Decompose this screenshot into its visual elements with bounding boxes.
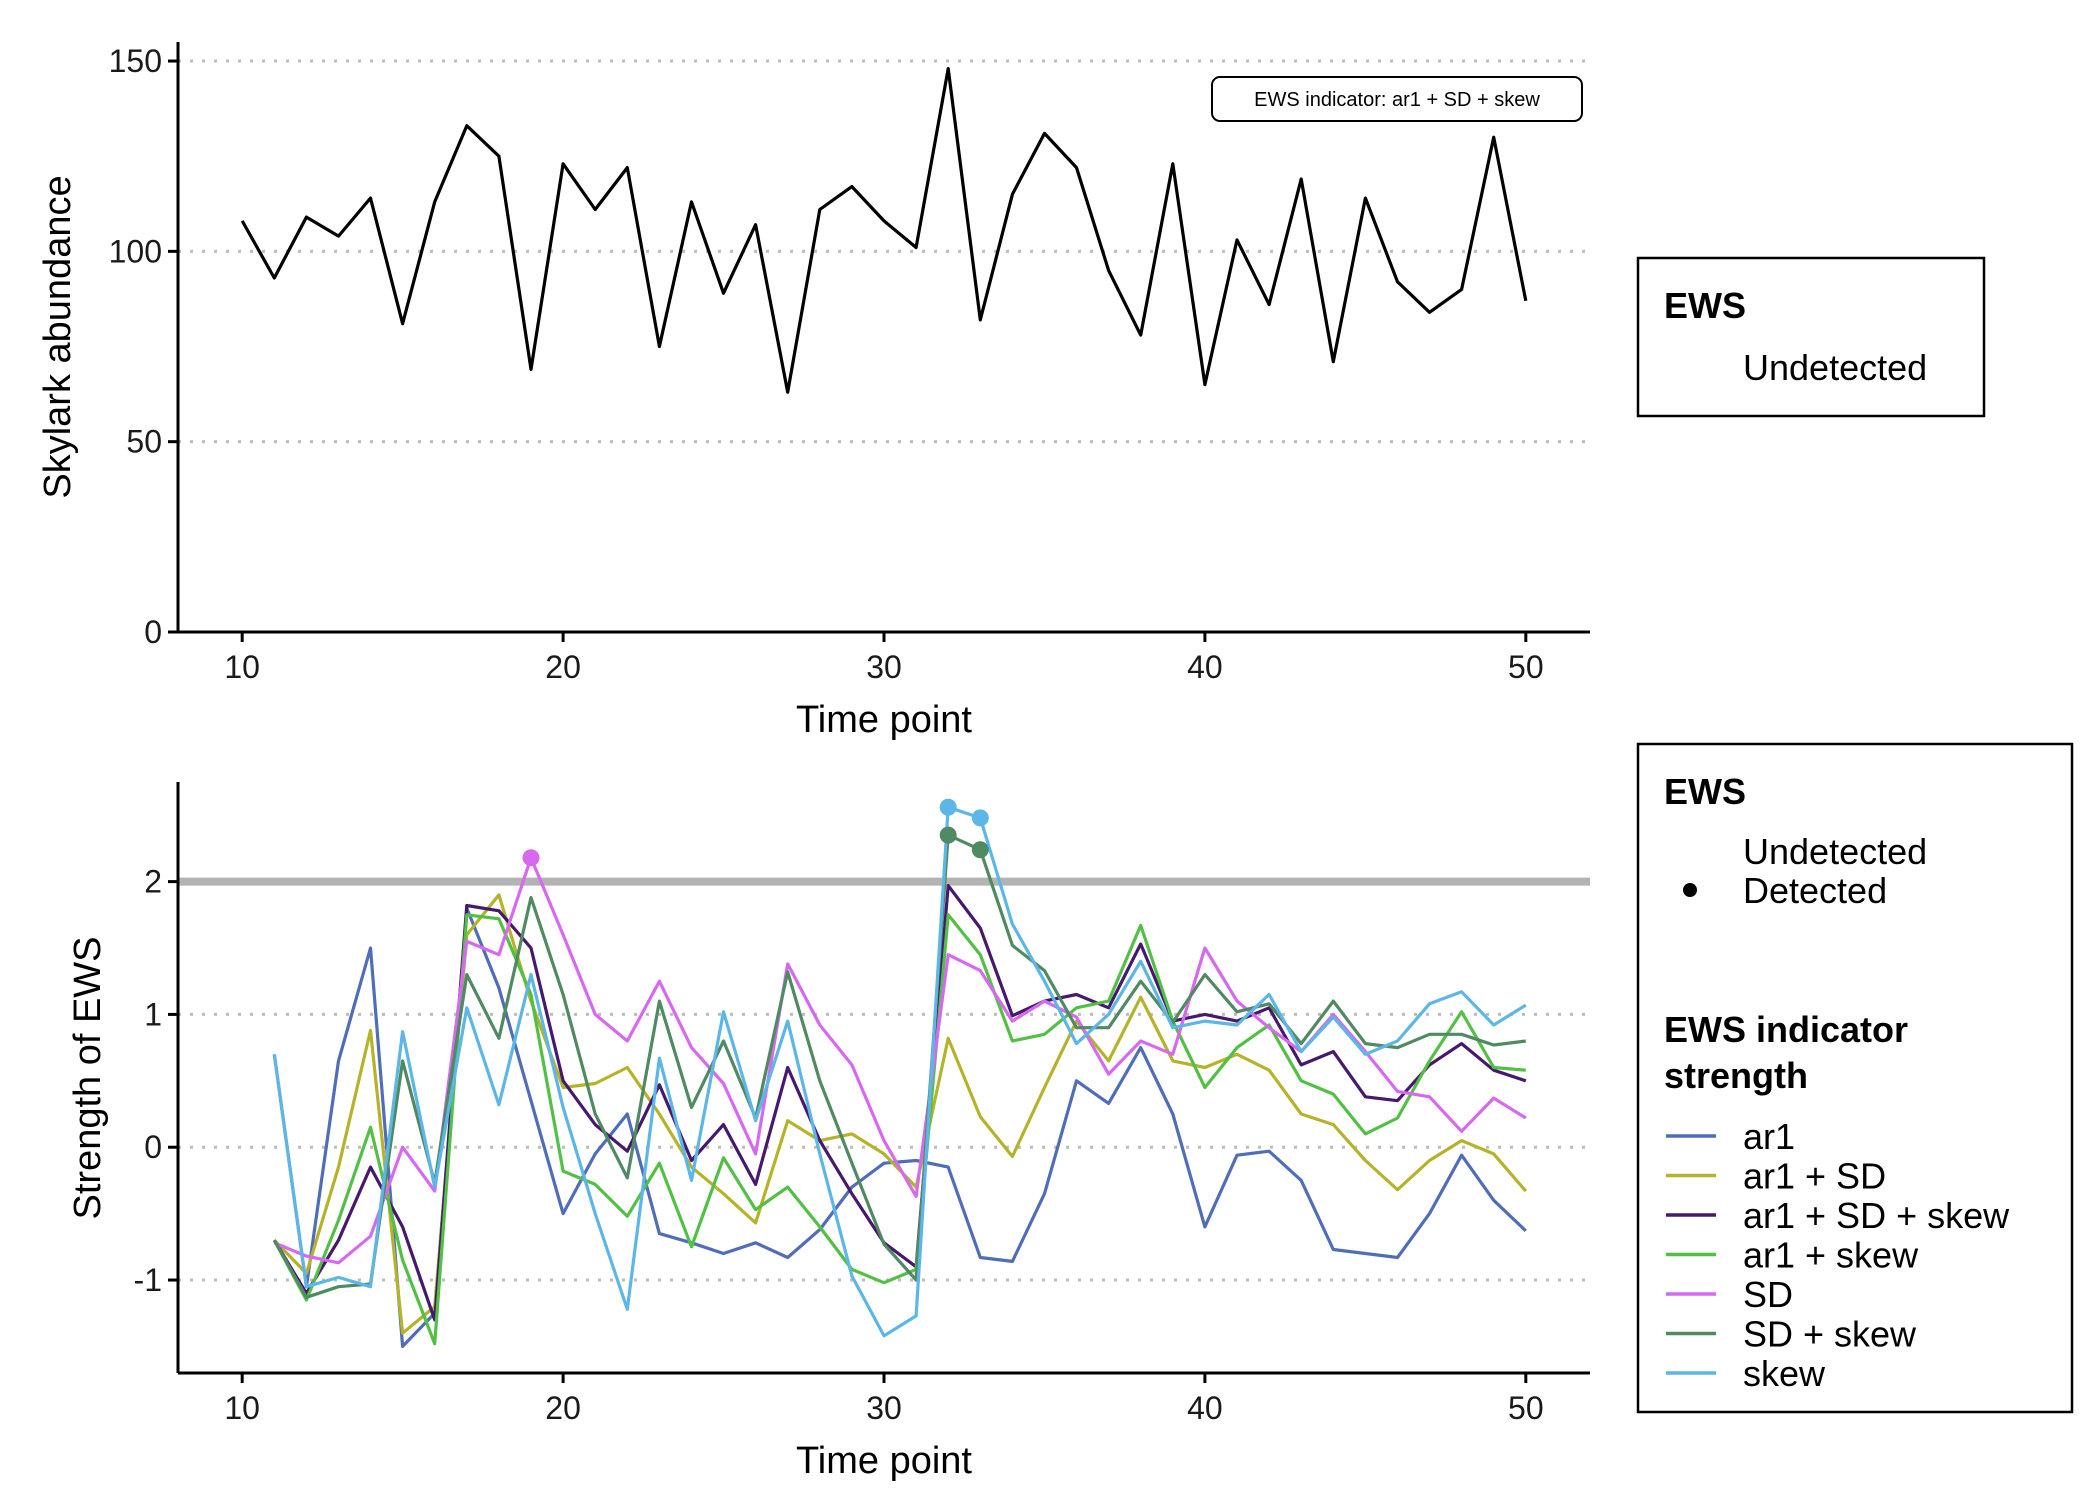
legend-entry-undetected: Undetected xyxy=(1743,831,1927,872)
top-legend-title: EWS xyxy=(1664,285,1746,326)
legend-label-sd: SD xyxy=(1743,1274,1793,1315)
strength-legend-title-line: EWS indicator xyxy=(1664,1009,1908,1050)
bottom-y-tick-label: 1 xyxy=(144,996,162,1032)
detected-point-sd-plus-skew xyxy=(939,826,957,844)
series-line-sd-plus-skew xyxy=(272,833,1526,1299)
top-legend-entry-undetected: Undetected xyxy=(1743,347,1927,388)
top-x-axis-title: Time point xyxy=(796,699,972,741)
bottom-y-tick-label: 2 xyxy=(144,864,162,900)
detected-points xyxy=(522,798,989,867)
legend-label-ar1-plus-sd: ar1 + SD xyxy=(1743,1156,1886,1197)
top-panel: 0 50 100 150 10 20 30 40 50 EWS indicator: ar1 +… xyxy=(37,42,1986,741)
detection-legend-title: EWS xyxy=(1664,771,1746,812)
bottom-legend: EWS Undetected Detected EWS indicator str… xyxy=(1636,742,2074,1414)
top-x-tick-label: 10 xyxy=(224,649,260,685)
legend-entry-detected: Detected xyxy=(1743,870,1887,911)
legend-label-ar1-plus-sd-plus-skew: ar1 + SD + skew xyxy=(1743,1195,2010,1236)
top-y-tick-label: 50 xyxy=(126,424,162,460)
strength-legend-title-line: strength xyxy=(1664,1055,1808,1096)
series-line-ar1-plus-sd-plus-skew xyxy=(272,884,1527,1322)
bottom-ticks: -1 0 1 2 10 20 30 40 50 xyxy=(134,864,1544,1426)
bottom-y-tick-label: 0 xyxy=(144,1129,162,1165)
top-y-tick-label: 100 xyxy=(109,233,162,269)
legend-label-ar1: ar1 xyxy=(1743,1116,1795,1157)
detected-point-sd xyxy=(522,849,540,867)
strength-legend-title: EWS indicator strength xyxy=(1664,1009,1908,1096)
top-legend: EWS Undetected xyxy=(1636,256,1986,418)
legend-label-sd-plus-skew: SD + skew xyxy=(1743,1314,1917,1355)
annotation-box: EWS indicator: ar1 + SD + skew xyxy=(1211,76,1583,122)
top-x-tick-label: 30 xyxy=(866,649,902,685)
bottom-x-tick-label: 20 xyxy=(545,1390,581,1426)
legend-label-ar1-plus-skew: ar1 + skew xyxy=(1743,1235,1919,1276)
bottom-x-tick-label: 10 xyxy=(224,1390,260,1426)
top-series xyxy=(240,67,1528,394)
top-x-tick-label: 50 xyxy=(1508,649,1544,685)
top-ticks: 0 50 100 150 10 20 30 40 50 xyxy=(109,43,1544,685)
bottom-legend-frame xyxy=(1636,742,2074,1414)
detected-point-skew xyxy=(971,809,989,827)
top-legend-frame xyxy=(1636,256,1986,418)
detected-point-skew xyxy=(939,798,957,816)
bottom-y-tick-label: -1 xyxy=(134,1262,162,1298)
top-y-tick-label: 0 xyxy=(144,614,162,650)
series-line-skew xyxy=(272,805,1527,1338)
bottom-y-axis-title: Strength of EWS xyxy=(67,936,109,1219)
annotation-label: EWS indicator: ar1 + SD + skew xyxy=(1254,89,1540,111)
bottom-panel: -1 0 1 2 10 20 30 40 50 Time point Strength of E… xyxy=(67,742,2074,1482)
bottom-x-tick-label: 40 xyxy=(1187,1390,1223,1426)
top-x-tick-label: 40 xyxy=(1187,649,1223,685)
top-x-tick-label: 20 xyxy=(545,649,581,685)
legend-label-skew: skew xyxy=(1743,1353,1826,1394)
bottom-x-tick-label: 30 xyxy=(866,1390,902,1426)
legend-detected-dot xyxy=(1683,883,1697,897)
abundance-line xyxy=(240,67,1528,394)
top-y-tick-label: 150 xyxy=(109,43,162,79)
bottom-x-tick-label: 50 xyxy=(1508,1390,1544,1426)
bottom-x-axis-title: Time point xyxy=(796,1440,972,1482)
top-y-axis-title: Skylark abundance xyxy=(37,175,79,498)
annotation-frame xyxy=(1211,76,1583,122)
detected-point-sd-plus-skew xyxy=(971,841,989,859)
series-line-ar1-plus-skew xyxy=(272,913,1526,1346)
bottom-series xyxy=(272,805,1528,1348)
